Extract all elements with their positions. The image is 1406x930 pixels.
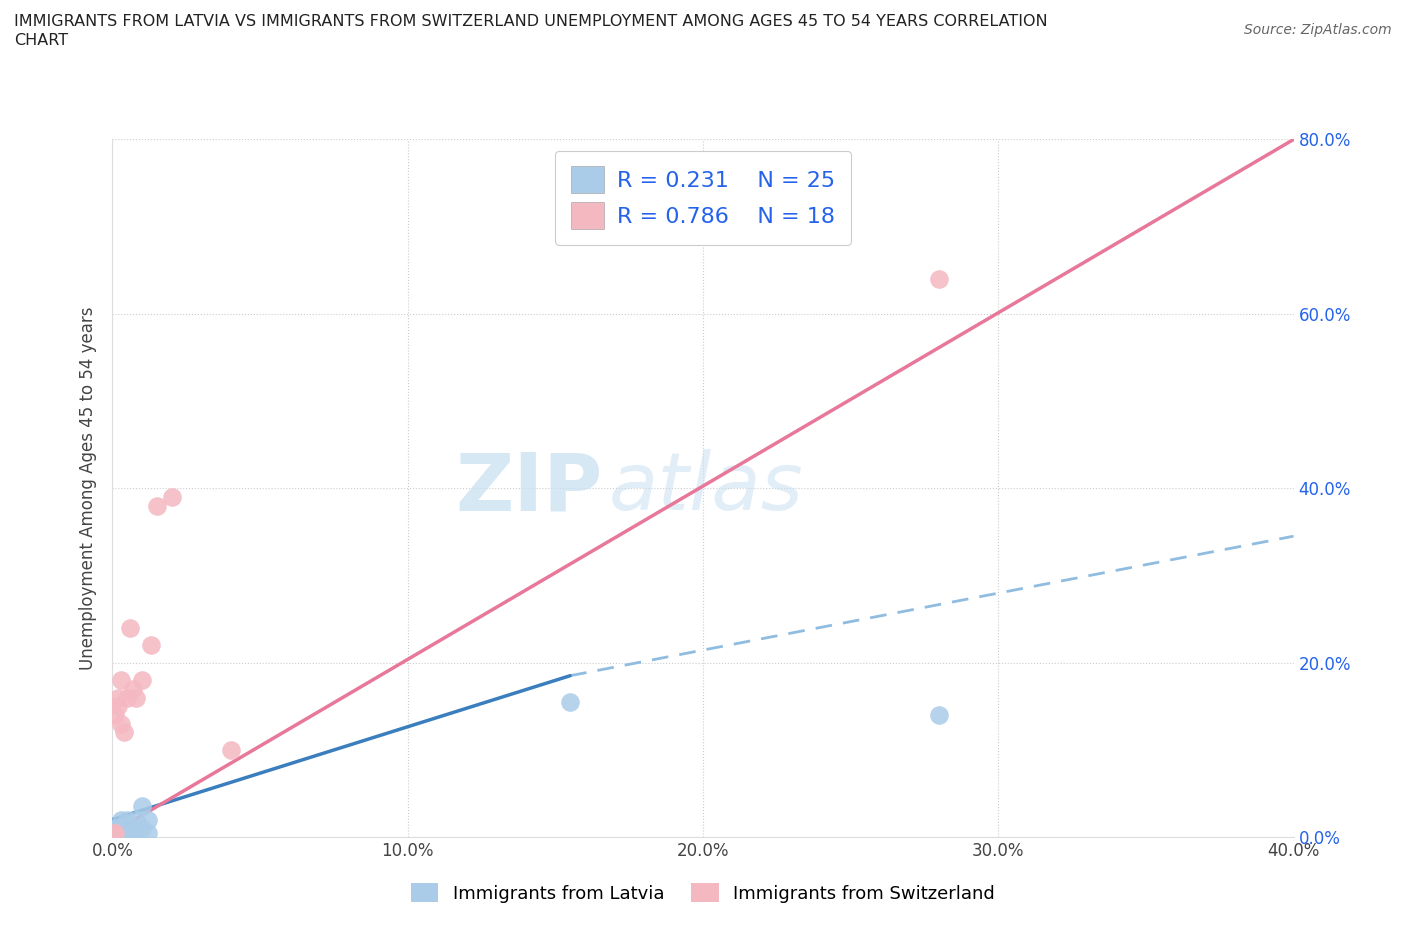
- Point: [120, 620, 142, 635]
- Point: [104, 821, 127, 836]
- Text: IMMIGRANTS FROM LATVIA VS IMMIGRANTS FROM SWITZERLAND UNEMPLOYMENT AMONG AGES 45: IMMIGRANTS FROM LATVIA VS IMMIGRANTS FRO…: [14, 14, 1047, 29]
- Point: [110, 812, 132, 827]
- Point: [104, 825, 127, 840]
- Legend: Immigrants from Latvia, Immigrants from Switzerland: Immigrants from Latvia, Immigrants from …: [402, 874, 1004, 911]
- Point: [117, 825, 138, 840]
- Text: atlas: atlas: [609, 449, 803, 527]
- Point: [117, 690, 138, 705]
- Point: [103, 825, 125, 840]
- Point: [131, 672, 153, 687]
- Point: [110, 672, 132, 687]
- Point: [928, 272, 950, 286]
- Y-axis label: Unemployment Among Ages 45 to 54 years: Unemployment Among Ages 45 to 54 years: [79, 307, 97, 670]
- Text: ZIP: ZIP: [456, 449, 603, 527]
- Point: [112, 825, 135, 840]
- Point: [122, 682, 145, 697]
- Point: [104, 825, 127, 840]
- Point: [112, 725, 135, 740]
- Point: [107, 698, 129, 713]
- Point: [125, 812, 148, 827]
- Point: [146, 498, 169, 513]
- Text: CHART: CHART: [14, 33, 67, 47]
- Point: [107, 821, 129, 836]
- Point: [117, 812, 138, 827]
- Point: [136, 812, 159, 827]
- Point: [131, 799, 153, 814]
- Point: [110, 825, 132, 840]
- Point: [160, 489, 183, 504]
- Point: [107, 690, 129, 705]
- Point: [120, 821, 142, 836]
- Point: [107, 825, 129, 840]
- Text: Source: ZipAtlas.com: Source: ZipAtlas.com: [1244, 23, 1392, 37]
- Point: [110, 825, 132, 840]
- Legend: R = 0.231    N = 25, R = 0.786    N = 18: R = 0.231 N = 25, R = 0.786 N = 18: [555, 151, 851, 245]
- Point: [110, 821, 132, 836]
- Point: [131, 821, 153, 836]
- Point: [139, 638, 162, 653]
- Point: [104, 708, 127, 723]
- Point: [103, 825, 125, 840]
- Point: [136, 825, 159, 840]
- Point: [122, 825, 145, 840]
- Point: [125, 690, 148, 705]
- Point: [110, 716, 132, 731]
- Point: [558, 695, 582, 710]
- Point: [120, 825, 142, 840]
- Point: [928, 708, 950, 723]
- Point: [107, 825, 129, 840]
- Point: [219, 742, 242, 757]
- Point: [105, 825, 128, 840]
- Point: [112, 821, 135, 836]
